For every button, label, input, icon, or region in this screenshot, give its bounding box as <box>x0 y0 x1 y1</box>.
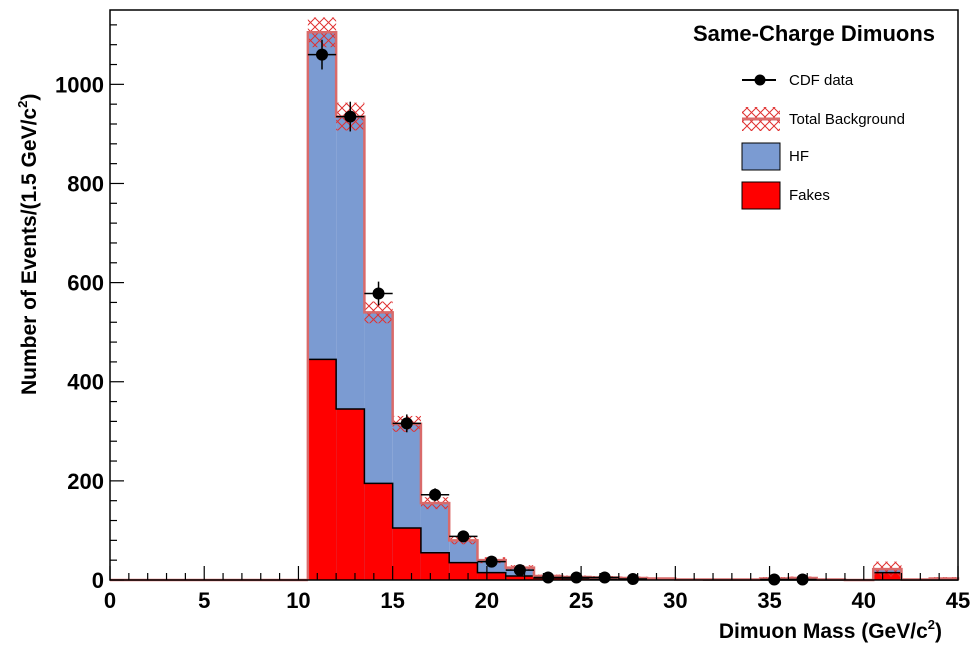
y-tick-label: 400 <box>67 370 104 395</box>
plot-frame <box>109 9 959 581</box>
legend-data-marker <box>754 74 766 86</box>
legend-fakes-swatch <box>741 181 781 210</box>
y-tick-label: 0 <box>92 568 104 593</box>
data-point <box>457 530 470 543</box>
data-point <box>513 564 526 577</box>
fakes-bar <box>336 409 365 580</box>
fakes-bar <box>307 359 337 580</box>
legend-entry-data: CDF data <box>742 72 854 89</box>
x-tick-label: 25 <box>569 588 593 613</box>
y-tick-label: 600 <box>67 271 104 296</box>
legend: CDF data Total Background HF Fakes <box>741 72 905 210</box>
x-tick-label: 15 <box>380 588 404 613</box>
axes-layer: 0 5 10 15 20 25 30 35 40 45 0 200 400 600 800 1000 <box>55 24 970 613</box>
data-point <box>626 573 639 586</box>
y-tick-label: 800 <box>67 171 104 196</box>
x-axis-title: Dimuon Mass (GeV/c2) <box>719 617 942 643</box>
y-tick-label: 1000 <box>55 72 104 97</box>
x-tick-label: 40 <box>852 588 876 613</box>
fakes-bar <box>449 562 478 580</box>
data-point <box>316 48 328 61</box>
x-tick-label: 0 <box>104 588 116 613</box>
legend-label-fakes: Fakes <box>789 187 830 204</box>
fakes-bar <box>364 483 393 580</box>
data-point <box>485 555 498 568</box>
legend-hf-swatch <box>741 142 781 171</box>
data-point <box>344 110 357 123</box>
x-tick-label: 10 <box>286 588 310 613</box>
x-tick-label: 5 <box>198 588 210 613</box>
legend-label-hf: HF <box>789 148 809 165</box>
y-axis-title: Number of Events/(1.5 GeV/c2) <box>15 94 41 395</box>
legend-label-total-background: Total Background <box>789 111 905 128</box>
chart-title: Same-Charge Dimuons <box>693 21 935 46</box>
fakes-bar <box>477 572 506 580</box>
y-tick-label: 200 <box>67 469 104 494</box>
data-point <box>400 417 413 430</box>
data-points-layer <box>307 39 817 586</box>
fakes-bar <box>392 527 421 580</box>
legend-label-data: CDF data <box>789 72 854 89</box>
legend-entry-fakes: Fakes <box>741 181 830 210</box>
legend-entry-hf: HF <box>741 142 809 171</box>
data-point <box>372 287 385 300</box>
x-tick-label: 20 <box>475 588 499 613</box>
fakes-bar <box>505 576 534 580</box>
x-tick-label: 35 <box>757 588 781 613</box>
x-tick-label: 45 <box>946 588 970 613</box>
data-point <box>429 488 442 501</box>
x-tick-label: 30 <box>663 588 687 613</box>
fakes-bar <box>420 552 450 580</box>
legend-entry-total-background: Total Background <box>742 107 905 131</box>
